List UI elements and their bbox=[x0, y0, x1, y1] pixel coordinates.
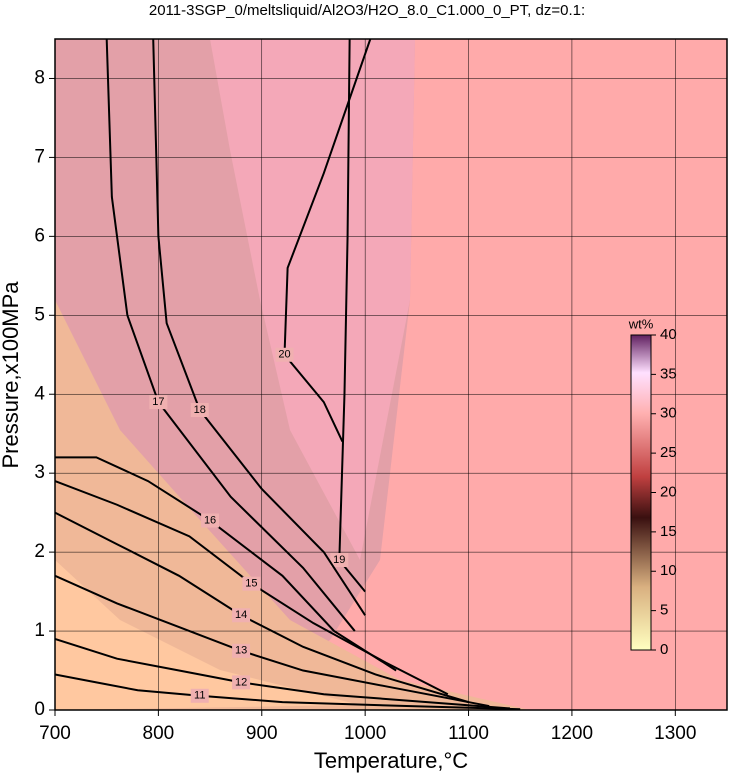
contours: 20 19 18 17 16 15 14 13 12 11 bbox=[55, 39, 521, 710]
x-axis-label: Temperature,°C bbox=[314, 748, 468, 773]
colorbar-tick-label: 25 bbox=[660, 444, 677, 461]
colorbar-tick-label: 15 bbox=[660, 523, 677, 540]
y-tick-label: 4 bbox=[34, 383, 45, 404]
x-tick-label: 1300 bbox=[654, 723, 696, 744]
contour-label-bg bbox=[242, 576, 261, 591]
y-tick-label: 0 bbox=[34, 699, 45, 720]
y-tick-label: 6 bbox=[34, 225, 45, 246]
y-axis-label: Pressure,x100MPa bbox=[0, 281, 23, 469]
x-tick-label: 1200 bbox=[551, 723, 593, 744]
fill-regions bbox=[55, 39, 530, 710]
contour-line bbox=[338, 39, 366, 593]
plot-frame bbox=[54, 38, 728, 711]
colorbar-tick-label: 30 bbox=[660, 405, 677, 422]
contour-label: 15 bbox=[245, 578, 257, 590]
contour-label-bg bbox=[149, 395, 168, 410]
contour-label-bg bbox=[190, 688, 209, 703]
y-tick-label: 1 bbox=[34, 620, 45, 641]
contour-label: 19 bbox=[333, 554, 345, 566]
contour-label: 17 bbox=[152, 396, 164, 408]
contour-label-bg bbox=[330, 553, 349, 568]
y-tick-label: 5 bbox=[34, 304, 45, 325]
x-tick-label: 1100 bbox=[448, 723, 489, 744]
colorbar bbox=[630, 334, 652, 651]
colorbar-tick-label: 20 bbox=[660, 483, 677, 500]
colorbar-label: wt% bbox=[628, 316, 654, 331]
contour-line bbox=[283, 39, 372, 443]
region-lowest bbox=[55, 560, 360, 710]
contour-label: 11 bbox=[194, 690, 205, 702]
y-tick-label: 2 bbox=[34, 541, 45, 562]
colorbar-tick-label: 5 bbox=[660, 602, 668, 619]
x-tick-label: 800 bbox=[143, 723, 175, 744]
contour-label: 20 bbox=[278, 349, 290, 361]
contour-label-bg bbox=[201, 513, 220, 528]
contour-label-bg bbox=[275, 347, 294, 362]
colorbar-tick-label: 0 bbox=[660, 641, 668, 658]
region-low bbox=[55, 300, 530, 710]
contour-label: 14 bbox=[235, 609, 247, 621]
contour-label: 16 bbox=[204, 514, 216, 526]
x-tick-label: 1000 bbox=[344, 723, 386, 744]
y-tick-label: 7 bbox=[34, 146, 45, 167]
y-tick-label: 8 bbox=[34, 67, 45, 88]
colorbar-tick-label: 10 bbox=[660, 562, 677, 579]
x-tick-label: 900 bbox=[246, 723, 278, 744]
contour-label: 12 bbox=[235, 676, 247, 688]
contour-label-bg bbox=[232, 643, 251, 658]
colorbar-tick-label: 35 bbox=[660, 365, 677, 382]
contour-label-bg bbox=[232, 675, 251, 690]
colorbar-tick-label: 40 bbox=[660, 326, 677, 343]
y-tick-label: 3 bbox=[34, 462, 45, 483]
contour-label: 18 bbox=[194, 404, 206, 416]
chart-title: 2011-3SGP_0/meltsliquid/Al2O3/H2O_8.0_C1… bbox=[149, 2, 585, 19]
region-high bbox=[210, 39, 415, 560]
contour-label-bg bbox=[190, 403, 209, 418]
contour-label-bg bbox=[232, 608, 251, 623]
x-tick-label: 700 bbox=[39, 723, 71, 744]
contour-label: 13 bbox=[235, 645, 247, 657]
